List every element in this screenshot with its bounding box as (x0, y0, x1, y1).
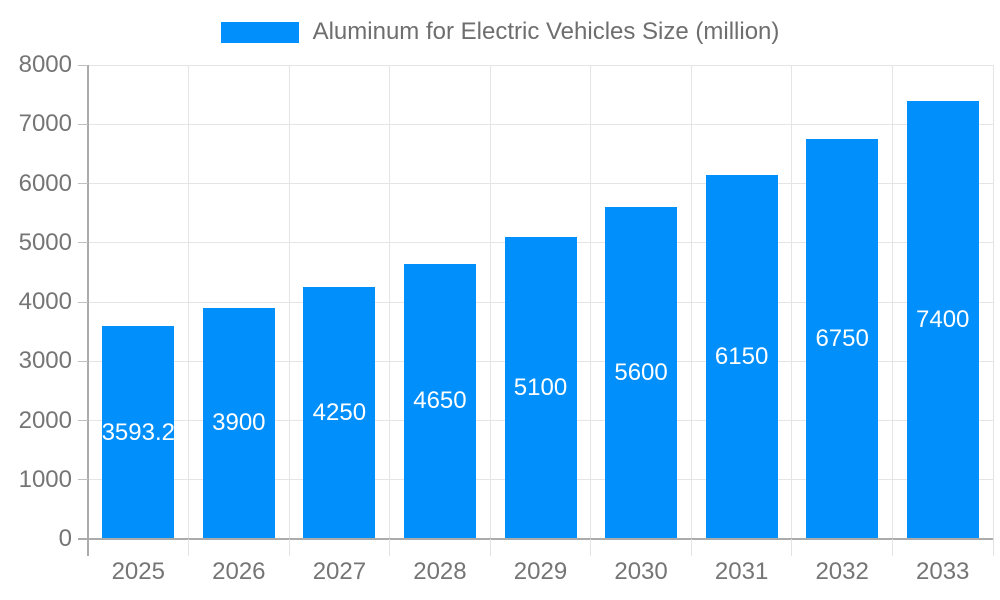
y-axis-tick-label: 7000 (18, 110, 72, 138)
x-axis-tick-label: 2033 (916, 558, 970, 585)
bar[interactable]: 4650 (403, 263, 476, 539)
y-axis-tick (78, 301, 88, 303)
gridline-vertical (188, 65, 190, 539)
legend-swatch-icon (220, 21, 299, 43)
x-axis-tick-label: 2031 (714, 558, 769, 585)
y-axis-tick (78, 538, 88, 540)
bar-value-label: 5100 (513, 373, 568, 401)
y-axis-tick (78, 420, 88, 421)
gridline-vertical (992, 65, 994, 539)
gridline-horizontal (88, 183, 993, 184)
x-axis-tick (992, 539, 994, 556)
x-axis-tick (590, 539, 592, 556)
bar-value-label: 3900 (212, 409, 266, 437)
bar-value-label: 3593.2 (101, 418, 175, 446)
bar-value-label: 4250 (312, 399, 367, 427)
y-axis-tick (78, 360, 88, 362)
x-axis-tick (690, 539, 692, 556)
x-axis-tick-label: 2032 (815, 558, 869, 585)
bar-value-label: 7400 (916, 305, 970, 333)
legend-label: Aluminum for Electric Vehicles Size (mil… (312, 18, 780, 45)
y-axis-tick (78, 123, 88, 125)
y-axis-tick-label: 8000 (18, 51, 72, 78)
bar[interactable]: 6150 (705, 174, 778, 539)
y-axis-tick-label: 1000 (18, 465, 72, 493)
y-axis-tick-label: 4000 (18, 288, 72, 315)
legend[interactable]: Aluminum for Electric Vehicles Size (mil… (0, 16, 1000, 48)
x-axis-tick (891, 539, 893, 556)
y-axis-line (87, 65, 89, 556)
y-axis-tick (78, 183, 88, 184)
gridline-vertical (690, 65, 692, 539)
y-axis-tick-label: 3000 (18, 347, 72, 375)
y-axis-tick-label: 5000 (18, 228, 72, 256)
plot-area: 3593.2 3900 4250 4650 5100 5600 6150 6750 7400 (87, 64, 994, 556)
gridline-vertical (590, 65, 592, 539)
gridline-vertical (489, 65, 491, 539)
y-axis-tick (78, 242, 88, 244)
x-axis-tick-label: 2028 (413, 558, 467, 585)
bar-value-label: 6750 (815, 325, 869, 353)
bar[interactable]: 6750 (806, 139, 879, 539)
gridline-vertical (389, 65, 391, 539)
x-axis-tick (791, 539, 793, 556)
x-axis-tick (188, 539, 190, 556)
y-axis-tick-label: 6000 (18, 169, 72, 197)
y-axis-tick-label: 2000 (18, 406, 72, 434)
bar[interactable]: 7400 (906, 100, 979, 539)
x-axis-tick (389, 539, 391, 556)
x-axis-tick (288, 539, 290, 556)
x-axis-tick-label: 2027 (312, 558, 367, 585)
x-axis-line (88, 538, 993, 540)
x-axis-tick-label: 2029 (513, 558, 568, 585)
gridline-horizontal (88, 64, 993, 66)
bar[interactable]: 5100 (504, 236, 577, 539)
x-axis-tick (489, 539, 491, 556)
bar-value-label: 4650 (413, 387, 467, 415)
y-axis-tick (78, 479, 88, 481)
y-axis-tick (78, 64, 88, 66)
gridline-horizontal (88, 123, 993, 125)
bar-value-label: 6150 (714, 342, 769, 370)
x-axis-tick-label: 2026 (212, 558, 266, 585)
x-axis-tick-label: 2025 (111, 558, 165, 585)
bar[interactable]: 5600 (605, 207, 678, 539)
x-axis-tick-label: 2030 (614, 558, 668, 585)
bar-value-label: 5600 (614, 359, 668, 387)
gridline-vertical (288, 65, 290, 539)
gridline-vertical (891, 65, 893, 539)
y-axis-tick-label: 0 (58, 525, 72, 552)
bar[interactable]: 3900 (202, 307, 275, 539)
gridline-vertical (791, 65, 793, 539)
bar[interactable]: 4250 (303, 287, 376, 539)
bar[interactable]: 3593.2 (101, 326, 175, 539)
